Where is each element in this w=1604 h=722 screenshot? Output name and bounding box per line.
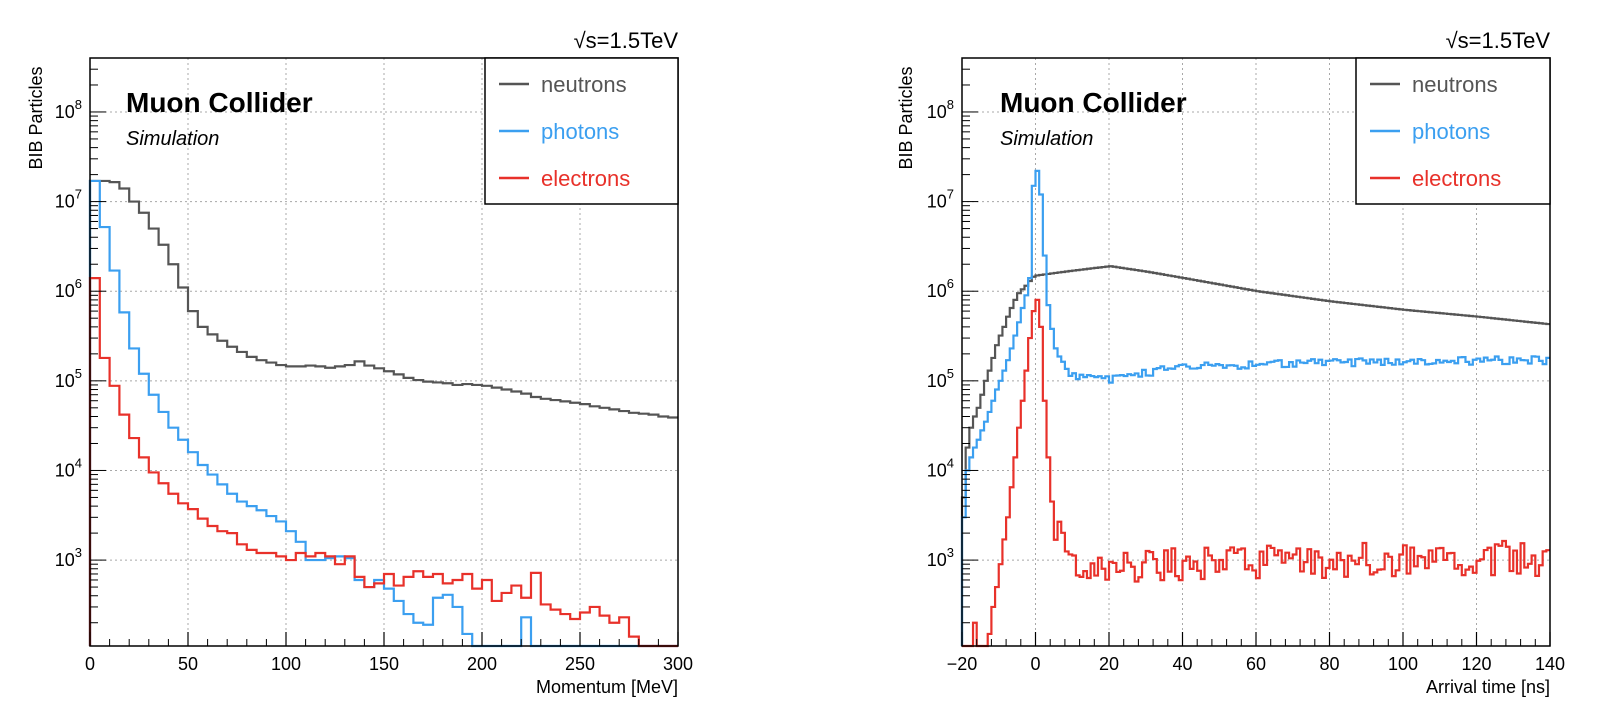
x-tick-label: 300 xyxy=(663,654,693,674)
series-group xyxy=(960,169,1550,648)
x-axis-label: Arrival time [ns] xyxy=(1426,677,1550,697)
y-tick-label: 104 xyxy=(927,455,954,480)
y-tick-label: 108 xyxy=(927,97,954,122)
experiment-title: Muon Collider xyxy=(126,87,313,118)
x-tick-label: 120 xyxy=(1461,654,1491,674)
x-tick-label: 60 xyxy=(1246,654,1266,674)
y-tick-label: 106 xyxy=(927,276,954,301)
y-tick-label: 106 xyxy=(55,276,82,301)
photons-series-line xyxy=(960,169,1550,646)
x-axis-label: Momentum [MeV] xyxy=(536,677,678,697)
energy-label: √s=1.5TeV xyxy=(1446,28,1551,53)
x-tick-label: −20 xyxy=(947,654,978,674)
x-tick-label: 0 xyxy=(85,654,95,674)
arrival-time-chart: √s=1.5TeV BIB Particles Arrival time [ns… xyxy=(896,28,1565,697)
x-tick-label: 140 xyxy=(1535,654,1565,674)
energy-label: √s=1.5TeV xyxy=(574,28,679,53)
legend: neutrons photons electrons xyxy=(484,57,679,205)
x-tick-label: 20 xyxy=(1099,654,1119,674)
neutrons-series-line xyxy=(88,179,678,646)
y-axis-label: BIB Particles xyxy=(896,66,916,169)
y-tick-label: 107 xyxy=(927,187,954,212)
y-tick-label: 104 xyxy=(55,455,82,480)
legend: neutrons photons electrons xyxy=(1355,57,1551,205)
y-tick-label: 108 xyxy=(55,97,82,122)
legend-label-photons: photons xyxy=(1412,119,1490,144)
y-axis-label: BIB Particles xyxy=(26,66,46,169)
series-group xyxy=(88,179,678,648)
x-tick-label: 40 xyxy=(1172,654,1192,674)
x-tick-label: 0 xyxy=(1030,654,1040,674)
legend-label-electrons: electrons xyxy=(1412,166,1501,191)
y-tick-label: 103 xyxy=(927,545,954,570)
y-tick-label: 105 xyxy=(55,366,82,391)
x-tick-label: 50 xyxy=(178,654,198,674)
x-tick-label: 80 xyxy=(1319,654,1339,674)
y-tick-label: 105 xyxy=(927,366,954,391)
legend-label-photons: photons xyxy=(541,119,619,144)
y-tick-label: 107 xyxy=(55,187,82,212)
photons-series-line xyxy=(88,179,678,648)
electrons-series-line xyxy=(88,277,678,648)
legend-label-neutrons: neutrons xyxy=(1412,72,1498,97)
x-tick-label: 250 xyxy=(565,654,595,674)
legend-label-electrons: electrons xyxy=(541,166,630,191)
electrons-series-line xyxy=(962,298,1550,648)
x-tick-label: 150 xyxy=(369,654,399,674)
experiment-title: Muon Collider xyxy=(1000,87,1187,118)
simulation-label: Simulation xyxy=(126,128,219,150)
legend-label-neutrons: neutrons xyxy=(541,72,627,97)
y-tick-label: 103 xyxy=(55,545,82,570)
momentum-chart: √s=1.5TeV BIB Particles Momentum [MeV] 0… xyxy=(26,28,693,697)
x-tick-label: 100 xyxy=(271,654,301,674)
simulation-label: Simulation xyxy=(1000,128,1093,150)
neutrons-series-line xyxy=(960,265,1550,646)
axis-ticks: −20 0 20 40 60 80 100 120 140 103 104 105 106 107 108 xyxy=(927,57,1565,674)
axis-ticks: 0 50 100 150 200 250 300 103 104 105 106 107 108 xyxy=(55,57,693,674)
x-tick-label: 200 xyxy=(467,654,497,674)
x-tick-label: 100 xyxy=(1388,654,1418,674)
